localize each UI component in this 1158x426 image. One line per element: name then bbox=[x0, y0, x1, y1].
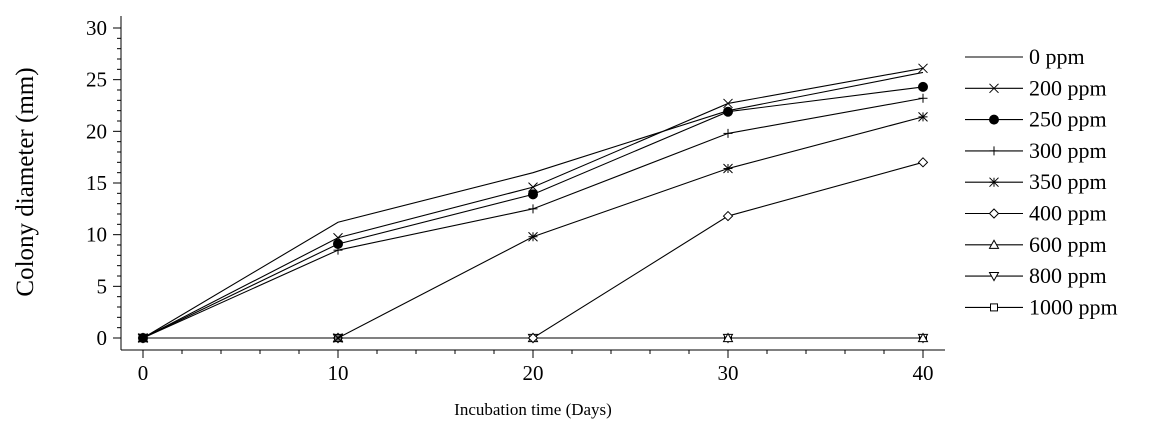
data-point bbox=[333, 232, 343, 243]
legend-marker bbox=[989, 146, 999, 156]
x-tick-label: 40 bbox=[913, 361, 934, 385]
data-point bbox=[722, 332, 734, 343]
data-point bbox=[917, 332, 929, 343]
legend-label: 250 ppm bbox=[1029, 107, 1107, 132]
legend-item-5: 400 ppm bbox=[965, 201, 1107, 226]
data-point bbox=[723, 163, 733, 174]
legend-marker bbox=[988, 272, 1000, 282]
data-point bbox=[527, 332, 539, 344]
series-line bbox=[142, 67, 924, 339]
data-point bbox=[528, 189, 538, 200]
y-tick-label: 5 bbox=[97, 274, 108, 298]
series-line bbox=[143, 116, 924, 339]
legend-label: 300 ppm bbox=[1029, 138, 1107, 163]
legend-label: 350 ppm bbox=[1029, 169, 1107, 194]
series-lines bbox=[137, 63, 929, 344]
legend-label: 1000 ppm bbox=[1029, 294, 1118, 319]
legend-item-2: 250 ppm bbox=[965, 107, 1107, 132]
legend-marker bbox=[989, 177, 999, 188]
y-tick-label: 20 bbox=[86, 119, 107, 143]
legend: 0 ppm 200 ppm 250 ppm 300 ppm 350 ppm 400 ppm… bbox=[965, 44, 1118, 319]
x-axis-title: Incubation time (Days) bbox=[454, 400, 612, 419]
legend-label: 200 ppm bbox=[1029, 75, 1107, 100]
legend-marker bbox=[988, 239, 1000, 249]
data-point bbox=[917, 157, 929, 168]
data-point bbox=[918, 63, 928, 74]
legend-marker bbox=[989, 83, 999, 94]
x-tick-label: 10 bbox=[328, 361, 349, 385]
legend-label: 600 ppm bbox=[1029, 232, 1107, 257]
legend-marker bbox=[989, 114, 999, 125]
legend-label: 800 ppm bbox=[1029, 263, 1107, 288]
series-3 bbox=[138, 93, 928, 343]
data-point bbox=[333, 333, 343, 343]
legend-label: 400 ppm bbox=[1029, 201, 1107, 226]
data-point bbox=[723, 128, 733, 138]
legend-label: 0 ppm bbox=[1029, 44, 1085, 69]
series-line bbox=[143, 161, 924, 339]
data-point bbox=[723, 98, 733, 109]
y-tick-label: 15 bbox=[86, 171, 107, 195]
y-axis-title: Colony diameter (mm) bbox=[12, 67, 39, 296]
legend-item-4: 350 ppm bbox=[965, 169, 1107, 194]
y-tick-label: 30 bbox=[86, 16, 107, 40]
x-tick-label: 20 bbox=[523, 361, 544, 385]
data-point bbox=[918, 93, 928, 103]
x-tick-label: 30 bbox=[718, 361, 739, 385]
data-point bbox=[918, 112, 928, 122]
legend-item-7: 800 ppm bbox=[965, 263, 1107, 288]
series-0 bbox=[142, 71, 924, 339]
data-point bbox=[528, 231, 538, 242]
legend-item-0: 0 ppm bbox=[965, 44, 1085, 69]
data-point bbox=[918, 81, 928, 92]
y-tick-label: 10 bbox=[86, 223, 107, 247]
series-line bbox=[142, 71, 924, 339]
data-point bbox=[528, 182, 538, 192]
series-line bbox=[142, 97, 924, 339]
axes: 0 5 10 15 20 25 30 0 10 20 30 40 bbox=[86, 16, 945, 385]
legend-item-3: 300 ppm bbox=[965, 138, 1107, 163]
legend-marker bbox=[990, 303, 998, 312]
legend-marker bbox=[988, 208, 1000, 219]
series-2 bbox=[138, 81, 928, 343]
legend-item-8: 1000 ppm bbox=[965, 294, 1118, 319]
series-5 bbox=[137, 157, 929, 344]
legend-item-6: 600 ppm bbox=[965, 232, 1107, 257]
y-tick-label: 25 bbox=[86, 68, 107, 92]
legend-item-1: 200 ppm bbox=[965, 75, 1107, 100]
data-point bbox=[722, 210, 734, 222]
series-4 bbox=[138, 112, 928, 343]
y-tick-label: 0 bbox=[97, 326, 108, 350]
data-point bbox=[528, 204, 538, 214]
series-1 bbox=[138, 63, 928, 343]
data-point bbox=[333, 238, 343, 249]
x-tick-label: 0 bbox=[138, 361, 149, 385]
